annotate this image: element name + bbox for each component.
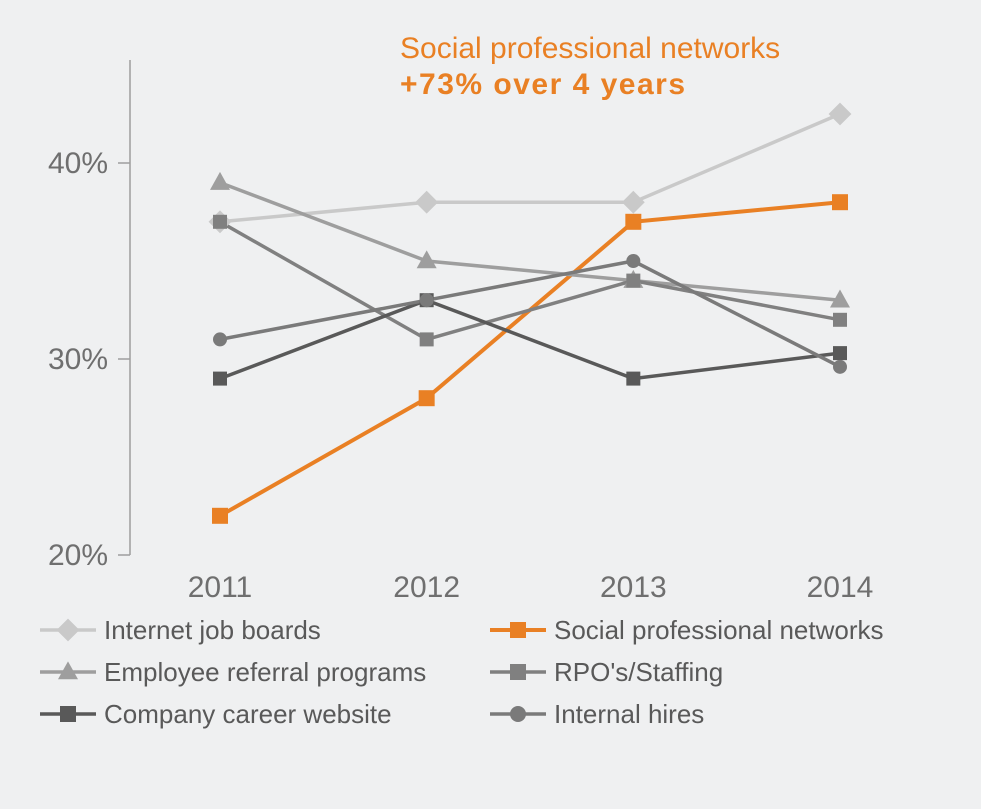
legend-label: Employee referral programs xyxy=(104,657,426,687)
series-internal_hires xyxy=(220,261,840,367)
series-markers-employee_referral_programs xyxy=(210,172,850,308)
legend-label: Company career website xyxy=(104,699,392,729)
legend-item-internet_job_boards: Internet job boards xyxy=(40,615,321,645)
series-employee_referral_programs xyxy=(220,183,840,301)
legend-item-internal_hires: Internal hires xyxy=(490,699,704,729)
callout-line-1: Social professional networks xyxy=(400,32,780,65)
chart-container: 20% 30% 40% 2011 2012 2013 2014 Social professi… xyxy=(0,0,981,809)
x-tick-label: 2013 xyxy=(600,571,667,604)
legend-label: RPO's/Staffing xyxy=(554,657,723,687)
legend-label: Social professional networks xyxy=(554,615,884,645)
series-internet_job_boards xyxy=(220,114,840,222)
x-tick-label: 2011 xyxy=(188,571,253,604)
y-tick-label: 30% xyxy=(48,343,108,376)
x-tick-label: 2012 xyxy=(393,571,460,604)
legend-label: Internet job boards xyxy=(104,615,321,645)
line-chart-svg: 20% 30% 40% 2011 2012 2013 2014 Social professi… xyxy=(0,0,981,809)
series-social_professional_networks xyxy=(220,202,840,516)
legend-item-company_career_website: Company career website xyxy=(40,699,392,729)
legend-item-rpo_staffing: RPO's/Staffing xyxy=(490,657,723,687)
legend-item-employee_referral_programs: Employee referral programs xyxy=(40,657,426,687)
series-markers-social_professional_networks xyxy=(212,194,848,524)
legend-label: Internal hires xyxy=(554,699,704,729)
y-tick-label: 40% xyxy=(48,147,108,180)
x-tick-label: 2014 xyxy=(807,571,874,604)
legend-item-social_professional_networks: Social professional networks xyxy=(490,615,884,645)
callout-line-2: +73% over 4 years xyxy=(400,68,687,101)
y-tick-label: 20% xyxy=(48,539,108,572)
